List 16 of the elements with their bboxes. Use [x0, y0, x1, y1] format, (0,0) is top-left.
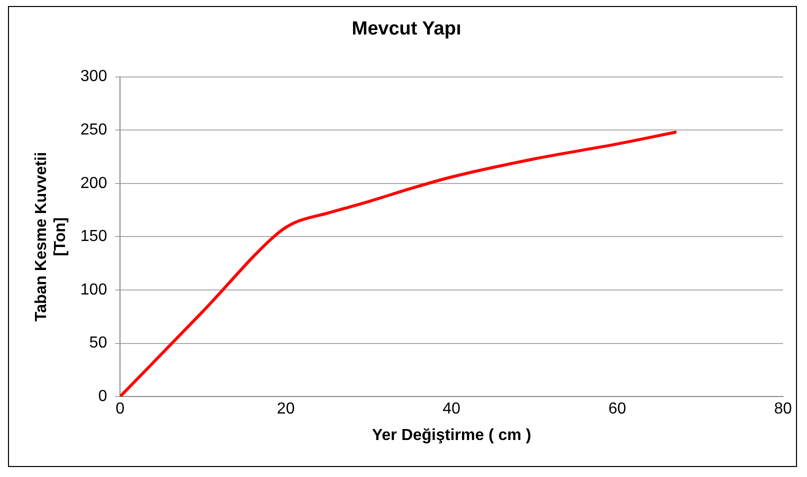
y-tick-label: 150 — [80, 228, 108, 246]
x-axis-title: Yer Değiştirme ( cm ) — [372, 426, 532, 444]
x-tick-label: 20 — [276, 400, 295, 418]
y-tick-label: 250 — [80, 122, 108, 139]
y-tick-label: 100 — [80, 281, 108, 298]
x-tick-label: 60 — [608, 400, 626, 418]
x-tick-label: 80 — [774, 400, 792, 418]
y-axis-title: Taban Kesme Kuvvetii [Ton] — [33, 152, 70, 322]
x-tick-label: 0 — [116, 400, 125, 418]
line-series — [120, 130, 677, 397]
y-tick-label: 300 — [80, 68, 108, 86]
chart-title: Mevcut Yapı — [352, 18, 462, 40]
x-tick-label: 40 — [442, 400, 461, 418]
y-tick-label: 0 — [98, 388, 108, 406]
y-tick-label: 50 — [89, 334, 108, 352]
y-tick-label: 200 — [80, 174, 108, 192]
